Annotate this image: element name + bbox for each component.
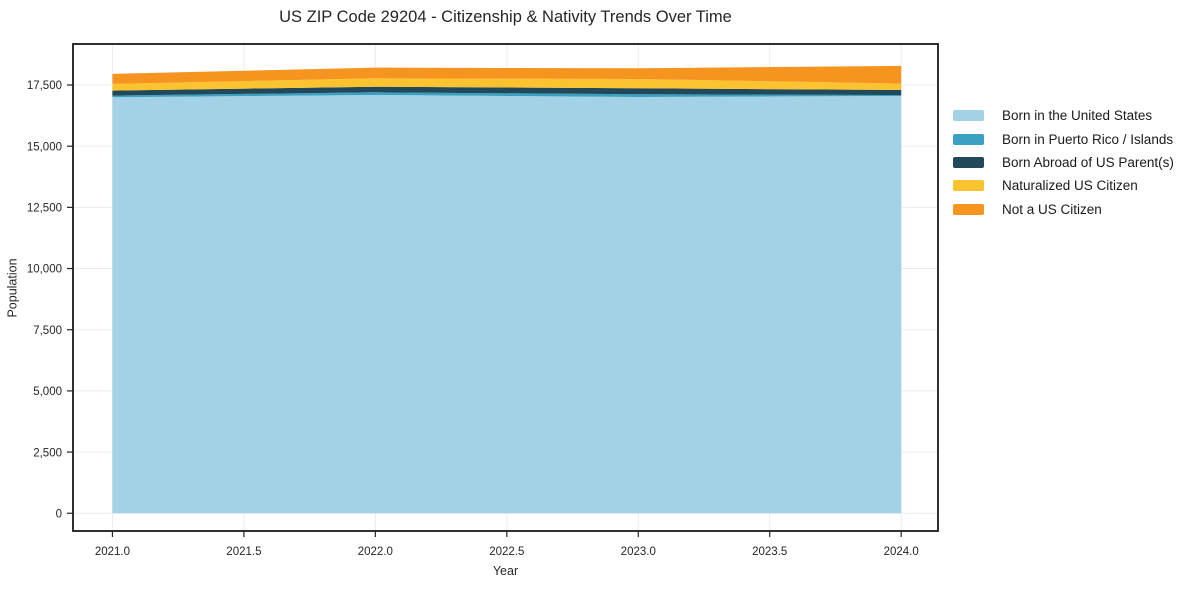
y-tick-label: 12,500 <box>27 203 62 215</box>
legend-item: Born in Puerto Rico / Islands <box>953 127 1174 150</box>
x-tick-label: 2023.0 <box>621 546 656 558</box>
legend-label: Naturalized US Citizen <box>1002 178 1138 194</box>
area-naturalized-us-citizen <box>112 78 902 91</box>
legend-swatch <box>953 180 984 192</box>
legend-item: Not a US Citizen <box>953 198 1174 221</box>
area-born-abroad-of-us-parent-s <box>112 86 902 96</box>
y-tick-label: 5,000 <box>33 386 62 398</box>
y-tick-label: 10,000 <box>27 264 62 276</box>
y-tick-label: 0 <box>56 508 62 520</box>
x-tick-label: 2022.0 <box>358 546 393 558</box>
x-tick-label: 2023.5 <box>752 546 787 558</box>
legend-item: Born in the United States <box>953 104 1174 127</box>
x-tick-label: 2021.5 <box>226 546 261 558</box>
legend-label: Born Abroad of US Parent(s) <box>1002 154 1174 170</box>
y-tick-label: 17,500 <box>27 80 62 92</box>
y-tick-label: 7,500 <box>33 325 62 337</box>
legend-swatch <box>953 110 984 122</box>
chart-title: US ZIP Code 29204 - Citizenship & Nativi… <box>279 8 732 26</box>
legend-swatch <box>953 133 984 145</box>
legend-swatch <box>953 203 984 215</box>
legend: Born in the United States Born in Puerto… <box>953 104 1174 221</box>
area-not-a-us-citizen <box>112 65 902 84</box>
plot-frame <box>72 43 939 532</box>
x-tick-label: 2021.0 <box>95 546 130 558</box>
legend-label: Born in the United States <box>1002 108 1153 124</box>
y-tick-label: 2,500 <box>33 447 62 459</box>
x-tick-label: 2022.5 <box>489 546 524 558</box>
legend-label: Born in Puerto Rico / Islands <box>1002 131 1174 147</box>
x-tick-label: 2024.0 <box>884 546 919 558</box>
legend-item: Naturalized US Citizen <box>953 174 1174 197</box>
y-tick-label: 15,000 <box>27 141 62 153</box>
y-axis-title-text: Population <box>6 257 21 318</box>
area-born-in-puerto-rico-islands <box>112 92 902 98</box>
legend-label: Not a US Citizen <box>1002 201 1102 217</box>
legend-swatch <box>953 156 984 168</box>
legend-item: Born Abroad of US Parent(s) <box>953 151 1174 174</box>
area-born-in-the-united-states <box>112 95 902 514</box>
y-axis-title: Population <box>0 44 26 531</box>
x-axis-title: Year <box>492 564 519 578</box>
